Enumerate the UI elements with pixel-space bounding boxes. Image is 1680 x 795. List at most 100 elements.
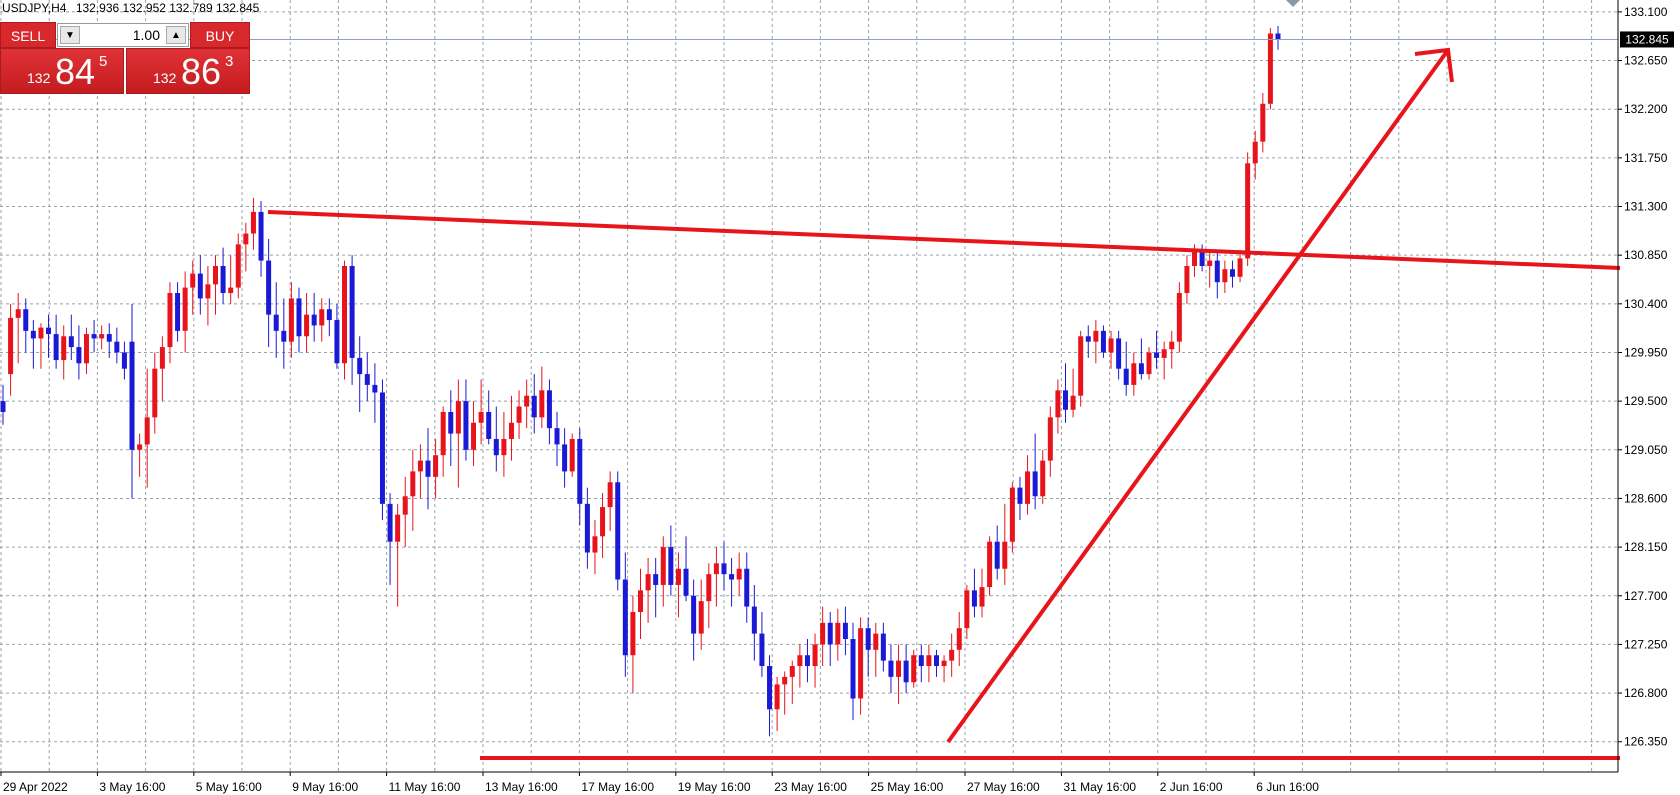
candle-body	[15, 309, 21, 318]
candle-body	[311, 314, 317, 326]
candle	[197, 255, 203, 315]
candle-body	[971, 590, 977, 607]
candle-body	[797, 655, 803, 667]
candle	[675, 552, 681, 618]
candle	[1267, 28, 1273, 110]
candle	[827, 611, 833, 667]
candle-body	[387, 503, 393, 542]
x-tick-label: 19 May 16:00	[678, 780, 751, 794]
candle-body	[228, 287, 234, 294]
candle	[713, 547, 719, 607]
candle-body	[546, 390, 552, 429]
buy-button[interactable]: BUY	[190, 22, 250, 48]
candle	[865, 617, 871, 677]
candle	[668, 525, 674, 596]
candle	[926, 644, 932, 683]
candle	[349, 255, 355, 385]
candle-body	[1275, 33, 1281, 40]
candle	[379, 379, 385, 521]
candle	[23, 298, 29, 353]
candle-body	[1184, 265, 1190, 294]
candle-body	[949, 649, 955, 661]
sell-button[interactable]: SELL	[0, 22, 56, 48]
candle-body	[880, 633, 886, 661]
candle	[326, 298, 332, 337]
candle-body	[524, 395, 530, 407]
candle	[76, 325, 82, 380]
candle-body	[402, 496, 408, 515]
candle-body	[1207, 260, 1213, 266]
candle	[486, 390, 492, 445]
scroll-marker	[1286, 0, 1300, 7]
buy-price-prefix: 132	[153, 70, 177, 86]
candle	[91, 320, 97, 353]
candle-body	[1222, 269, 1228, 283]
x-tick-label: 29 Apr 2022	[3, 780, 68, 794]
candle-body	[782, 676, 788, 685]
candle	[402, 476, 408, 548]
candle	[615, 471, 621, 591]
candle-body	[1154, 352, 1160, 358]
candle-body	[1131, 363, 1137, 385]
candle-body	[698, 601, 704, 634]
x-tick-label: 2 Jun 16:00	[1160, 780, 1223, 794]
candle-body	[1176, 293, 1182, 342]
candle-body	[23, 309, 29, 331]
candle	[228, 255, 234, 304]
candle	[152, 352, 158, 434]
candle-body	[1047, 417, 1053, 461]
candle	[698, 579, 704, 650]
sell-price-button[interactable]: 132 84 5	[0, 48, 124, 94]
x-tick-label: 3 May 16:00	[99, 780, 165, 794]
candle	[592, 520, 598, 575]
candle	[918, 644, 924, 683]
candle	[1199, 244, 1205, 272]
candle	[311, 293, 317, 342]
candle	[440, 406, 446, 477]
candle-body	[190, 273, 196, 288]
lot-decrease-button[interactable]: ▼	[60, 26, 80, 44]
candle-body	[46, 327, 52, 335]
candle-body	[1032, 471, 1038, 497]
candle	[987, 536, 993, 596]
y-tick-label: 128.150	[1624, 540, 1668, 554]
candle	[691, 579, 697, 661]
lot-increase-button[interactable]: ▲	[166, 26, 186, 44]
candle-body	[706, 574, 712, 602]
candle	[1237, 249, 1243, 283]
candle	[1093, 320, 1099, 364]
y-tick-label: 126.800	[1624, 686, 1668, 700]
candle-body	[729, 574, 735, 580]
candle	[744, 552, 750, 623]
candle	[1085, 325, 1091, 358]
candle-body	[516, 406, 522, 423]
candle-body	[767, 666, 773, 710]
buy-price-fraction: 3	[225, 53, 234, 70]
candle	[949, 633, 955, 677]
candle	[546, 379, 552, 445]
lot-size-input[interactable]: 1.00	[132, 27, 160, 43]
candle	[835, 608, 841, 661]
y-tick-label: 129.950	[1624, 345, 1668, 359]
candle-body	[106, 334, 112, 342]
candle	[273, 282, 279, 358]
candle	[941, 655, 947, 683]
candle-body	[159, 347, 165, 369]
candle	[182, 271, 188, 353]
candle-body	[379, 392, 385, 504]
candle-body	[645, 574, 651, 591]
candle-body	[926, 655, 932, 667]
candle	[562, 428, 568, 488]
candle	[842, 606, 848, 656]
candle-body	[1002, 541, 1008, 569]
candle	[1131, 352, 1137, 396]
y-tick-label: 128.600	[1624, 491, 1668, 505]
candle	[508, 395, 514, 461]
candle-body	[281, 330, 287, 342]
buy-price-button[interactable]: 132 86 3	[126, 48, 250, 94]
candle	[812, 633, 818, 688]
candle	[38, 323, 44, 369]
candle	[1260, 92, 1266, 153]
candle	[600, 493, 606, 558]
